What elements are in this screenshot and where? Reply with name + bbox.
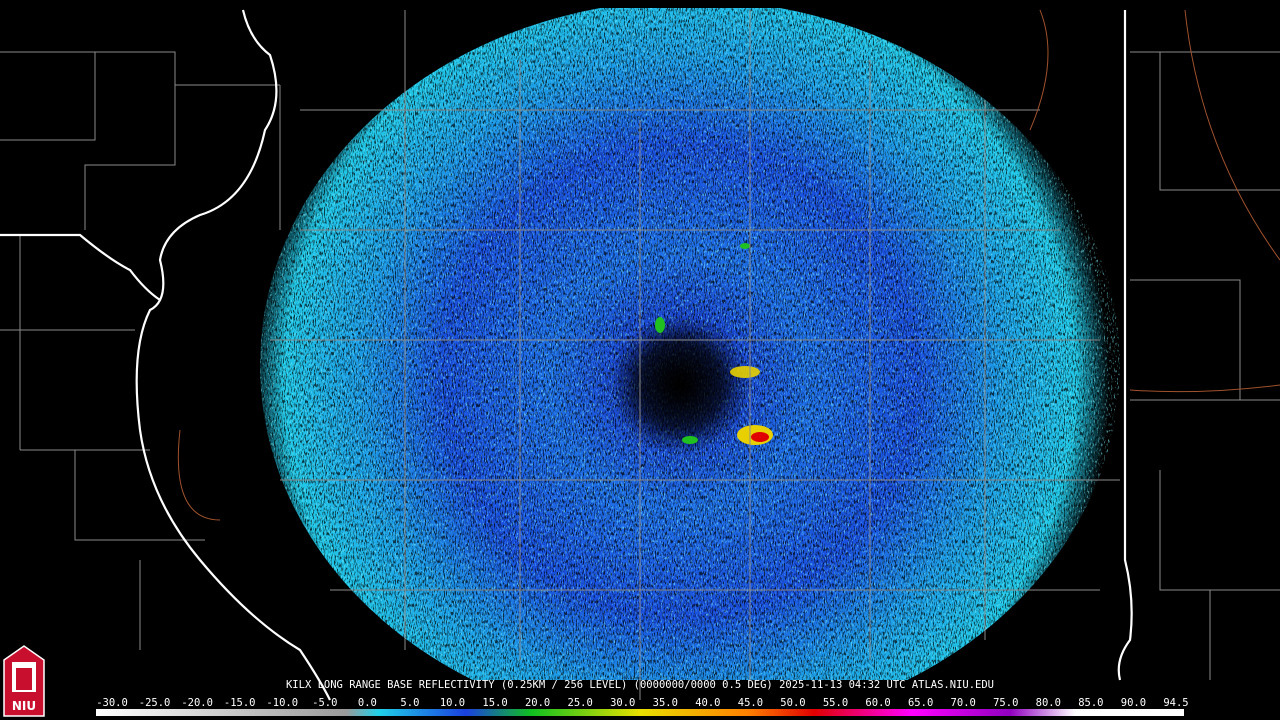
radar-echo	[260, 8, 1120, 680]
scale-label: 25.0	[568, 697, 593, 709]
logo-text: NIU	[12, 699, 36, 713]
scale-label: 10.0	[440, 697, 465, 709]
scale-label: 65.0	[908, 697, 933, 709]
color-scale-bar	[96, 709, 1184, 716]
scale-label: 75.0	[993, 697, 1018, 709]
scale-label: 35.0	[653, 697, 678, 709]
scale-label: 94.5	[1163, 697, 1188, 709]
scale-label: 70.0	[951, 697, 976, 709]
scale-label: 20.0	[525, 697, 550, 709]
roads	[177, 9, 1280, 521]
scale-label: 0.0	[358, 697, 377, 709]
county-lines	[0, 10, 1280, 700]
scale-label: 55.0	[823, 697, 848, 709]
scale-label: 15.0	[482, 697, 507, 709]
scale-label: -30.0	[96, 697, 128, 709]
scale-label: 85.0	[1078, 697, 1103, 709]
scale-label: 45.0	[738, 697, 763, 709]
color-scale-labels: -30.0 -25.0 -20.0 -15.0 -10.0 -5.0 0.0 5.0 10.0 1…	[96, 697, 1188, 709]
scale-label: 90.0	[1121, 697, 1146, 709]
scale-label: 60.0	[865, 697, 890, 709]
niu-logo: NIU	[3, 645, 45, 717]
scale-label: 5.0	[400, 697, 419, 709]
scale-label: -10.0	[266, 697, 298, 709]
scale-label: -15.0	[224, 697, 256, 709]
scale-label: 80.0	[1036, 697, 1061, 709]
scale-label: -20.0	[181, 697, 213, 709]
storm-cells	[655, 243, 773, 445]
product-caption: KILX LONG RANGE BASE REFLECTIVITY (0.25K…	[286, 679, 994, 691]
scale-label: 40.0	[695, 697, 720, 709]
scale-label: -25.0	[139, 697, 171, 709]
scale-label: 50.0	[780, 697, 805, 709]
scale-label: 30.0	[610, 697, 635, 709]
state-borders	[0, 9, 1133, 701]
scale-label: -5.0	[312, 697, 337, 709]
